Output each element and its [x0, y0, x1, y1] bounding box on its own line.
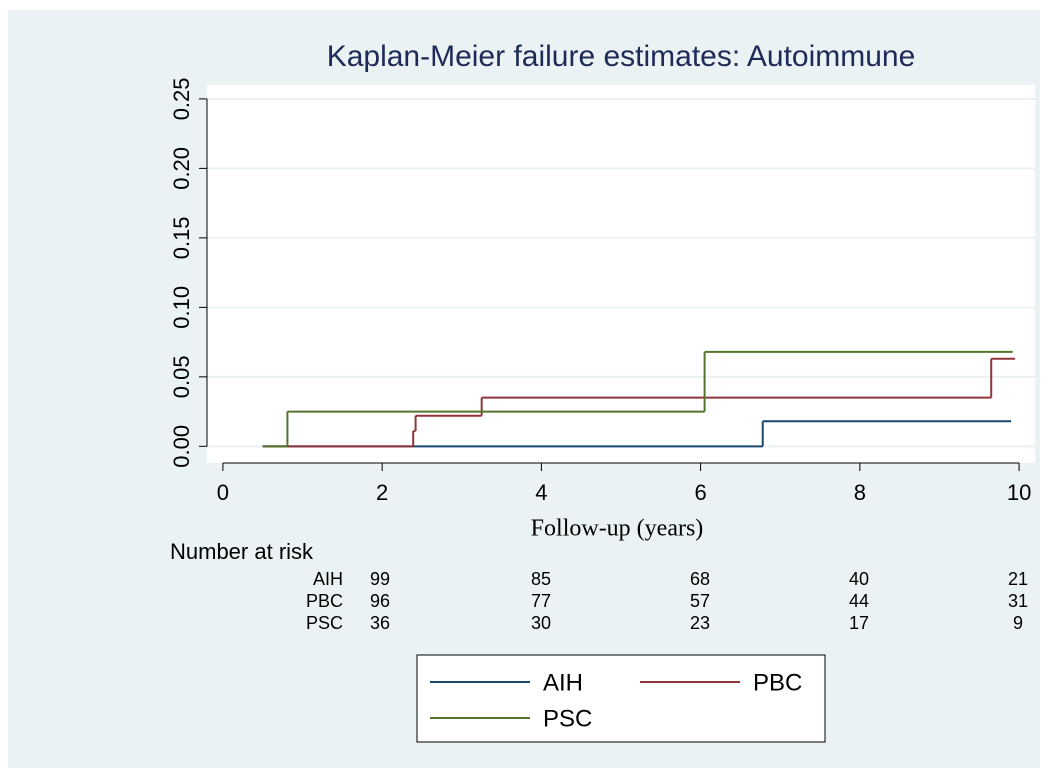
risk-count: 17 [849, 613, 869, 633]
risk-count: 31 [1008, 591, 1028, 611]
risk-count: 99 [370, 569, 390, 589]
x-axis-label: Follow-up (years) [531, 516, 704, 542]
x-tick-label: 4 [535, 480, 547, 505]
y-tick-label: 0.10 [169, 286, 194, 329]
risk-count: 40 [849, 569, 869, 589]
risk-count: 36 [370, 613, 390, 633]
risk-table-title: Number at risk [170, 539, 314, 564]
risk-count: 68 [690, 569, 710, 589]
x-tick-label: 6 [694, 480, 706, 505]
x-tick-label: 0 [217, 480, 229, 505]
x-tick-label: 2 [376, 480, 388, 505]
x-tick-label: 8 [854, 480, 866, 505]
risk-count: 77 [531, 591, 551, 611]
risk-count: 9 [1013, 613, 1023, 633]
risk-count: 57 [690, 591, 710, 611]
risk-count: 21 [1008, 569, 1028, 589]
risk-count: 44 [849, 591, 869, 611]
risk-row-label: PBC [306, 591, 343, 611]
y-tick-label: 0.25 [169, 77, 194, 120]
y-tick-label: 0.20 [169, 147, 194, 190]
risk-row-label: AIH [313, 569, 343, 589]
risk-count: 96 [370, 591, 390, 611]
y-tick-label: 0.00 [169, 425, 194, 468]
risk-count: 23 [690, 613, 710, 633]
legend-label: PBC [753, 669, 802, 696]
x-tick-label: 10 [1007, 480, 1031, 505]
risk-row-label: PSC [306, 613, 343, 633]
risk-count: 30 [531, 613, 551, 633]
legend-label: AIH [543, 669, 583, 696]
legend [416, 654, 826, 743]
legend-label: PSC [543, 705, 592, 732]
y-tick-label: 0.05 [169, 355, 194, 398]
plot-area [207, 85, 1035, 463]
risk-count: 85 [531, 569, 551, 589]
y-tick-label: 0.15 [169, 216, 194, 259]
chart-title: Kaplan-Meier failure estimates: Autoimmu… [327, 40, 916, 73]
